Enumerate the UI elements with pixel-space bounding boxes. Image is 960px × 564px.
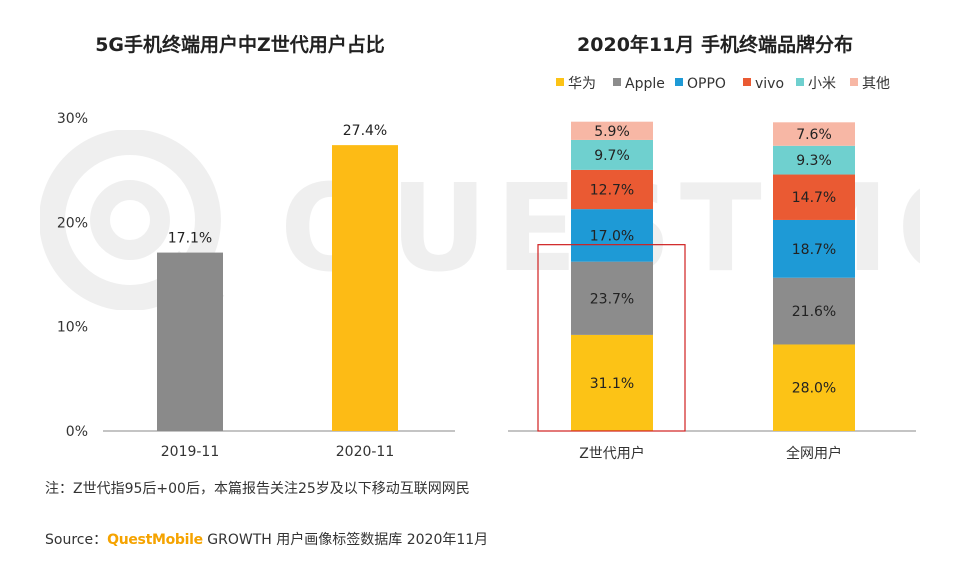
segment-value-label: 9.7%: [594, 148, 630, 164]
legend-entry: OPPO: [687, 76, 726, 92]
highlight-box: [537, 244, 686, 432]
segment-OPPO: [773, 219, 855, 278]
segment-value-label: 23.7%: [590, 291, 634, 307]
y-tick-label: 0%: [66, 424, 88, 440]
segment-Apple: [571, 261, 653, 335]
legend-swatch: [556, 78, 564, 86]
x-tick-label: 全网用户: [786, 445, 842, 462]
legend-swatch: [613, 78, 621, 86]
segment-其他: [571, 121, 653, 140]
y-tick-label: 10%: [57, 320, 88, 336]
segment-vivo: [773, 174, 855, 220]
segment-小米: [773, 145, 855, 175]
segment-vivo: [571, 169, 653, 210]
segment-value-label: 28.0%: [792, 381, 836, 397]
source-rest: GROWTH 用户画像标签数据库 2020年11月: [202, 532, 489, 548]
legend-entry: 华为: [568, 76, 596, 92]
x-tick-label: 2020-11: [336, 444, 395, 460]
segment-value-label: 12.7%: [590, 183, 634, 199]
footnote: 注：Z世代指95后+00后，本篇报告关注25岁及以下移动互联网网民: [45, 481, 470, 497]
y-tick-label: 20%: [57, 215, 88, 231]
segment-小米: [571, 139, 653, 170]
segment-value-label: 17.0%: [590, 228, 634, 244]
segment-value-label: 5.9%: [594, 124, 630, 140]
legend-entry: Apple: [625, 76, 665, 92]
segment-value-label: 9.3%: [796, 153, 832, 169]
segment-value-label: 31.1%: [590, 376, 634, 392]
segment-Apple: [773, 277, 855, 345]
segment-其他: [773, 122, 855, 146]
bar-value-label: 27.4%: [343, 123, 387, 139]
source-prefix: Source：: [45, 532, 108, 548]
legend-entry: vivo: [755, 76, 784, 92]
y-tick-label: 30%: [57, 111, 88, 127]
segment-value-label: 21.6%: [792, 304, 836, 320]
legend-swatch: [850, 78, 858, 86]
right-chart-title: 2020年11月 手机终端品牌分布: [577, 34, 853, 56]
segment-华为: [571, 334, 653, 431]
segment-value-label: 18.7%: [792, 242, 836, 258]
bar-2019-11: [157, 252, 223, 431]
segment-value-label: 7.6%: [796, 127, 832, 143]
source-brand: QuestMobile: [107, 532, 203, 548]
left-chart-title: 5G手机终端用户中Z世代用户占比: [95, 34, 385, 56]
bar-value-label: 17.1%: [168, 231, 212, 247]
source-line: Source：QuestMobile GROWTH 用户画像标签数据库 2020…: [45, 529, 488, 549]
segment-华为: [773, 344, 855, 431]
legend-swatch: [796, 78, 804, 86]
x-tick-label: 2019-11: [161, 444, 220, 460]
legend-entry: 小米: [808, 76, 836, 92]
bar-2020-11: [332, 145, 398, 432]
segment-OPPO: [571, 209, 653, 262]
x-tick-label: Z世代用户: [579, 445, 645, 462]
legend-swatch: [675, 78, 683, 86]
legend-swatch: [743, 78, 751, 86]
segment-value-label: 14.7%: [792, 190, 836, 206]
legend-entry: 其他: [862, 76, 890, 92]
